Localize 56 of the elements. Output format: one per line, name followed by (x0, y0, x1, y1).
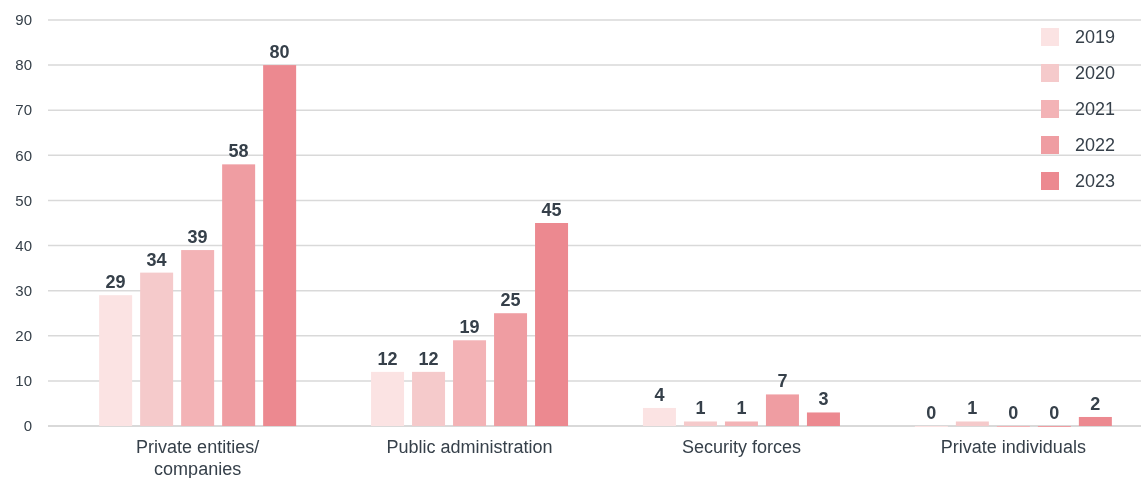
bar (724, 421, 758, 426)
bar (535, 223, 569, 426)
bar (1078, 416, 1112, 426)
data-label: 45 (541, 200, 562, 220)
x-tick-label: Private entities/ companies (136, 437, 260, 478)
bar (955, 421, 989, 426)
data-label: 0 (926, 403, 937, 423)
y-tick-label: 40 (15, 236, 32, 254)
data-label: 39 (187, 227, 208, 248)
y-tick-label: 30 (15, 281, 32, 299)
x-tick-label: Private individuals (940, 437, 1086, 457)
data-label: 19 (459, 317, 480, 338)
data-label: 4 (654, 384, 665, 405)
bar (222, 164, 256, 426)
y-tick-label: 90 (15, 11, 32, 29)
bar (453, 340, 487, 426)
data-label: 80 (269, 42, 290, 63)
y-tick-label: 10 (15, 372, 32, 390)
bar (412, 371, 446, 426)
y-tick-label: 50 (15, 191, 32, 209)
y-tick-label: 0 (23, 417, 32, 435)
x-tick-label: Public administration (386, 437, 553, 457)
data-label: 1 (736, 398, 747, 419)
legend-label: 2021 (1075, 99, 1116, 120)
bar (263, 65, 297, 426)
legend-label: 2019 (1075, 27, 1116, 48)
x-tick-label: Security forces (681, 437, 801, 457)
bar (642, 407, 676, 426)
bar (683, 421, 717, 426)
data-label: 34 (146, 249, 167, 270)
bar (494, 313, 528, 426)
data-label: 1 (967, 398, 978, 419)
bar (140, 272, 174, 426)
data-label: 1 (695, 398, 706, 419)
data-label: 0 (1008, 403, 1019, 423)
data-label: 25 (500, 290, 521, 311)
legend-label: 2023 (1075, 171, 1116, 192)
y-tick-label: 70 (15, 101, 32, 119)
data-label: 2 (1090, 393, 1101, 414)
legend-label: 2020 (1075, 63, 1116, 84)
bar (806, 412, 840, 426)
data-label: 58 (228, 141, 249, 162)
data-label: 3 (818, 389, 829, 410)
data-label: 12 (418, 348, 439, 369)
bar (765, 394, 799, 426)
y-tick-label: 20 (15, 327, 32, 345)
data-label: 29 (105, 272, 126, 293)
bar (99, 295, 133, 426)
y-tick-label: 80 (15, 56, 32, 74)
data-label: 12 (377, 348, 398, 369)
bar (181, 250, 215, 426)
y-tick-label: 60 (15, 146, 32, 164)
bar (371, 371, 405, 426)
data-label: 7 (777, 371, 788, 392)
legend-label: 2022 (1075, 135, 1116, 156)
data-label: 0 (1049, 403, 1060, 423)
